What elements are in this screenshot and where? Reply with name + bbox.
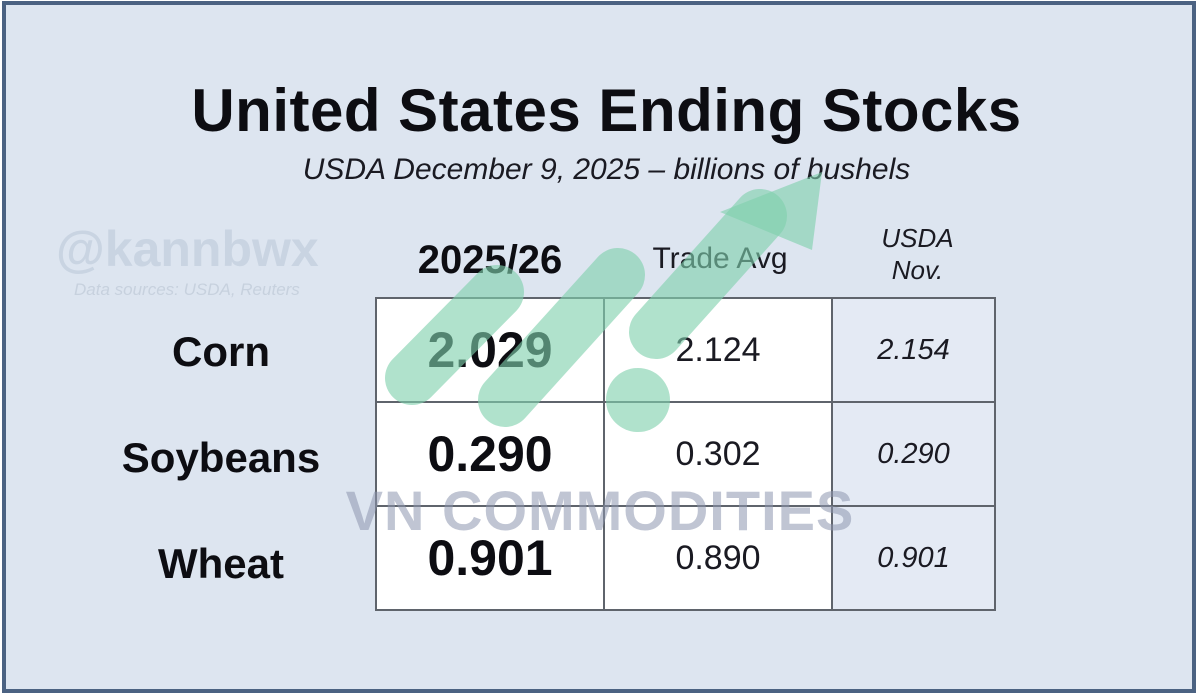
stocks-table: 2.029 2.124 2.154 0.290 0.302 0.290 0.90… — [375, 297, 996, 611]
row-label-wheat: Wheat — [158, 540, 284, 587]
column-header-trade-avg: Trade Avg — [652, 242, 788, 275]
table-row: 0.290 0.302 0.290 — [375, 401, 996, 507]
table-row: 2.029 2.124 2.154 — [375, 297, 996, 403]
cell-wheat-trade-avg: 0.890 — [603, 505, 833, 611]
column-header-usda-nov-line1: USDA — [881, 223, 954, 253]
watermark-handle: @kannbwx — [56, 221, 319, 277]
row-label-soybeans: Soybeans — [121, 434, 321, 481]
cell-corn-2025-26: 2.029 — [375, 297, 605, 403]
watermark-brand: VN COMMODITIES — [345, 479, 855, 542]
column-header-usda-nov-line2: Nov. — [891, 255, 944, 285]
column-header-usda-nov: USDA Nov. — [835, 222, 1000, 286]
watermark-data-source: Data sources: USDA, Reuters — [74, 280, 300, 299]
cell-corn-trade-avg: 2.124 — [603, 297, 833, 403]
cell-corn-usda-nov: 2.154 — [831, 297, 996, 403]
chart-title: United States Ending Stocks — [191, 77, 1022, 144]
cell-wheat-usda-nov: 0.901 — [831, 505, 996, 611]
column-header-2025-26: 2025/26 — [417, 238, 563, 282]
row-label-corn: Corn — [172, 328, 270, 375]
cell-wheat-2025-26: 0.901 — [375, 505, 605, 611]
chart-subtitle: USDA December 9, 2025 – billions of bush… — [302, 153, 911, 186]
cell-soybeans-usda-nov: 0.290 — [831, 401, 996, 507]
table-row: 0.901 0.890 0.901 — [375, 505, 996, 611]
